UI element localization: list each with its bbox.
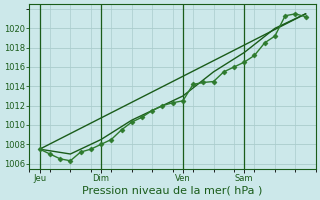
X-axis label: Pression niveau de la mer( hPa ): Pression niveau de la mer( hPa ) bbox=[83, 186, 263, 196]
